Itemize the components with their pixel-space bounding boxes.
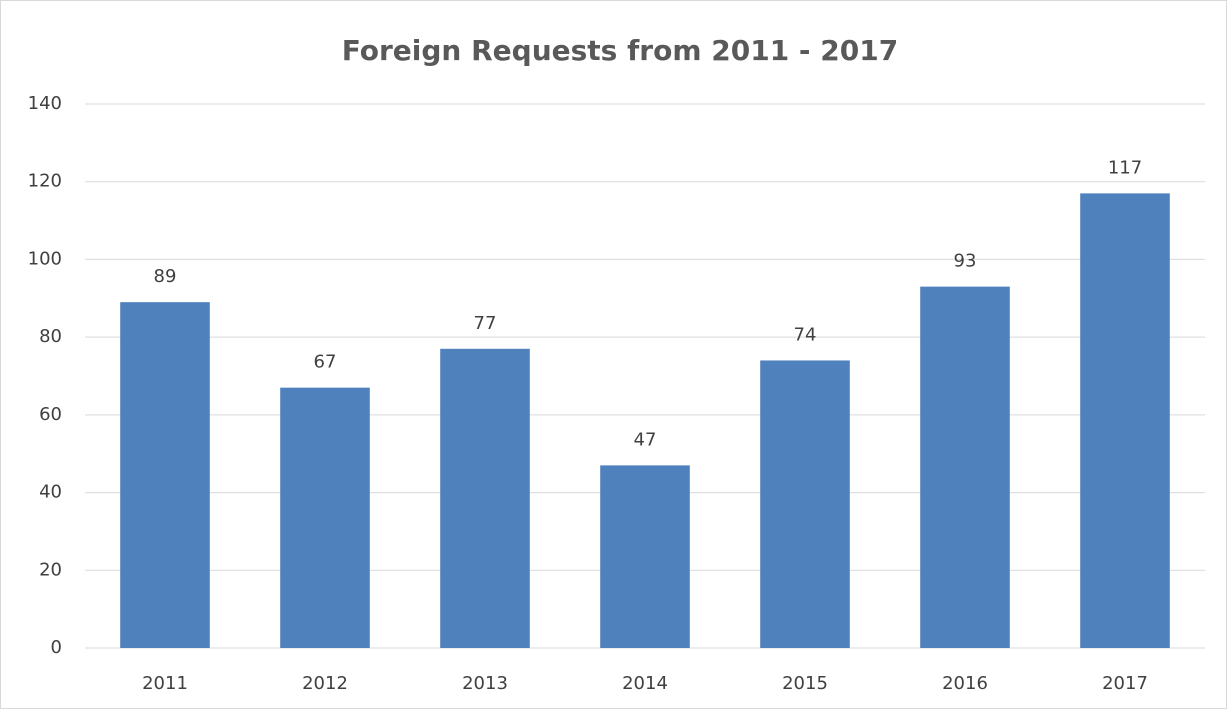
bar <box>280 387 370 648</box>
data-label: 74 <box>794 324 817 345</box>
bar <box>440 348 530 648</box>
data-label: 89 <box>154 266 177 287</box>
bar <box>600 465 690 648</box>
x-tick-label: 2016 <box>942 673 988 694</box>
bar <box>760 360 850 648</box>
y-tick-label: 140 <box>28 93 62 114</box>
chart-title: Foreign Requests from 2011 - 2017 <box>342 34 898 67</box>
y-tick-label: 40 <box>39 482 62 503</box>
y-tick-label: 0 <box>51 637 62 658</box>
data-label: 77 <box>474 313 497 334</box>
x-tick-label: 2017 <box>1102 673 1148 694</box>
y-tick-label: 20 <box>39 559 62 580</box>
x-tick-label: 2014 <box>622 673 668 694</box>
x-tick-label: 2015 <box>782 673 828 694</box>
data-label: 67 <box>314 352 337 373</box>
y-tick-label: 100 <box>28 248 62 269</box>
bar <box>1080 193 1170 648</box>
y-tick-label: 80 <box>39 326 62 347</box>
data-label: 117 <box>1108 157 1142 178</box>
y-tick-label: 120 <box>28 171 62 192</box>
bar <box>120 302 210 648</box>
y-tick-label: 60 <box>39 404 62 425</box>
data-label: 47 <box>634 429 657 450</box>
x-tick-label: 2011 <box>142 673 188 694</box>
x-tick-label: 2012 <box>302 673 348 694</box>
bar <box>920 286 1010 648</box>
data-label: 93 <box>954 251 977 272</box>
x-tick-label: 2013 <box>462 673 508 694</box>
